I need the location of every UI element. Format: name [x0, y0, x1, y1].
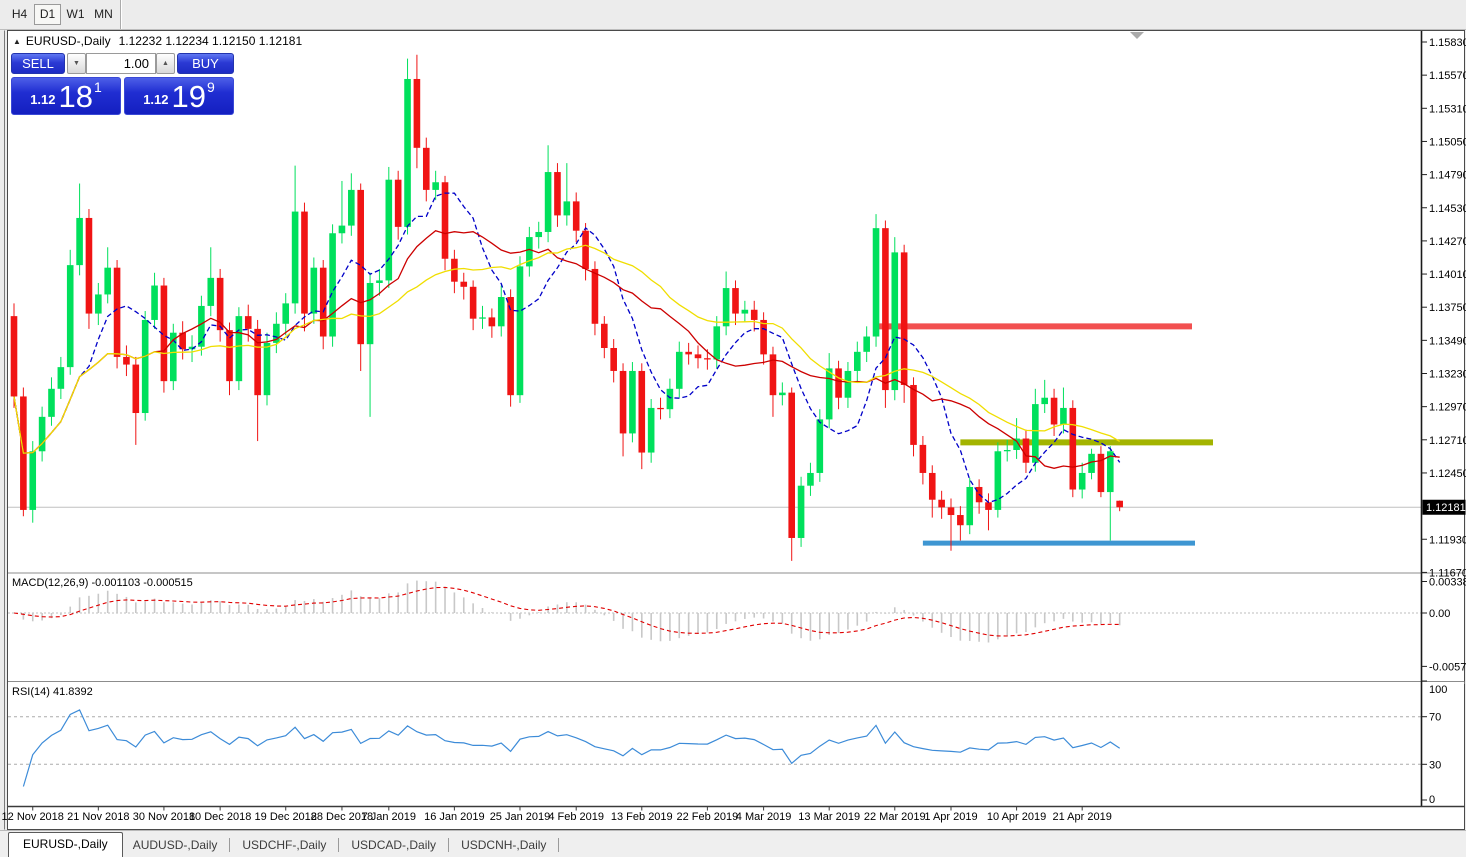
- symbol-tab-eurusd[interactable]: EURUSD-,Daily: [8, 832, 123, 857]
- candlesticks: [10, 54, 1123, 561]
- timeframe-button-mn[interactable]: MN: [90, 4, 117, 25]
- volume-increase-button[interactable]: ▲: [156, 53, 175, 74]
- svg-text:28 Dec 2018: 28 Dec 2018: [311, 811, 373, 823]
- current-price-badge: [1422, 499, 1466, 515]
- overlay-ma-slow: [13, 244, 1121, 454]
- volume-input[interactable]: [86, 53, 156, 74]
- chart-shift-marker-icon[interactable]: [1130, 32, 1144, 39]
- svg-text:1.14270: 1.14270: [1429, 236, 1466, 248]
- svg-text:1.14530: 1.14530: [1429, 203, 1466, 215]
- symbol-tab-audusd[interactable]: AUDUSD-,Daily: [132, 838, 218, 852]
- svg-text:0.003386: 0.003386: [1429, 577, 1466, 589]
- svg-text:30 Nov 2018: 30 Nov 2018: [133, 811, 195, 823]
- macd-indicator-label: MACD(12,26,9) -0.001103 -0.000515: [12, 577, 193, 589]
- svg-text:1.13750: 1.13750: [1429, 302, 1466, 314]
- symbol-tab-usdcad[interactable]: USDCAD-,Daily: [351, 838, 437, 852]
- timeframe-toolbar: H4 D1 W1 MN: [0, 0, 1466, 30]
- sell-price-prefix: 1.12: [30, 92, 56, 107]
- symbol-tab-usdchf[interactable]: USDCHF-,Daily: [242, 838, 327, 852]
- svg-text:7 Jan 2019: 7 Jan 2019: [362, 811, 416, 823]
- buy-price-prefix: 1.12: [143, 92, 169, 107]
- svg-text:1.11930: 1.11930: [1429, 534, 1466, 546]
- buy-button[interactable]: BUY: [177, 53, 234, 74]
- svg-text:70: 70: [1429, 712, 1441, 724]
- svg-text:10 Apr 2019: 10 Apr 2019: [987, 811, 1046, 823]
- svg-text:1.13490: 1.13490: [1429, 335, 1466, 347]
- overlay-ma-medium: [13, 229, 1120, 469]
- toolbar-separator: [120, 0, 122, 29]
- arrow-up-icon: ▲: [162, 60, 169, 67]
- rsi-indicator-label: RSI(14) 41.8392: [12, 686, 93, 698]
- svg-text:0.00: 0.00: [1429, 608, 1450, 620]
- sell-button[interactable]: SELL: [11, 53, 65, 74]
- volume-decrease-button[interactable]: ▼: [67, 53, 86, 74]
- svg-text:4 Feb 2019: 4 Feb 2019: [548, 811, 604, 823]
- buy-price-button[interactable]: 1.12 19 9: [124, 77, 234, 115]
- svg-text:4 Mar 2019: 4 Mar 2019: [736, 811, 792, 823]
- overlay-ma-fast: [13, 192, 1121, 504]
- svg-text:1 Apr 2019: 1 Apr 2019: [924, 811, 977, 823]
- sell-price-button[interactable]: 1.12 18 1: [11, 77, 121, 115]
- svg-text:22 Mar 2019: 22 Mar 2019: [864, 811, 926, 823]
- sell-price-big-digits: 18: [58, 79, 93, 114]
- symbol-tab-bar: EURUSD-,Daily AUDUSD-,Daily USDCHF-,Dail…: [0, 830, 1466, 857]
- svg-text:1.12450: 1.12450: [1429, 468, 1466, 480]
- macd-signal-line: [13, 586, 1120, 637]
- buy-price-pip-digit: 9: [207, 79, 215, 95]
- price-axis[interactable]: 1.15830 1.15570 1.15310 1.15050 1.14790 1.145…: [1421, 37, 1466, 579]
- svg-text:-0.00574: -0.00574: [1429, 661, 1466, 673]
- svg-text:22 Feb 2019: 22 Feb 2019: [676, 811, 738, 823]
- arrow-down-icon: ▼: [73, 60, 80, 67]
- buy-price-big-digits: 19: [171, 79, 206, 114]
- svg-text:100: 100: [1429, 684, 1447, 696]
- rsi-line: [22, 709, 1121, 787]
- sell-price-pip-digit: 1: [94, 79, 102, 95]
- svg-text:19 Dec 2018: 19 Dec 2018: [255, 811, 317, 823]
- tab-divider: [448, 838, 450, 852]
- svg-text:1.12970: 1.12970: [1429, 402, 1466, 414]
- svg-text:0: 0: [1429, 794, 1435, 806]
- tab-divider: [229, 838, 231, 852]
- svg-text:1.15310: 1.15310: [1429, 103, 1466, 115]
- svg-text:1.15830: 1.15830: [1429, 37, 1466, 49]
- tab-divider: [558, 838, 560, 852]
- macd-axis[interactable]: 0.003386 0.00 -0.00574: [1421, 577, 1466, 674]
- svg-text:1.15570: 1.15570: [1429, 70, 1466, 82]
- chart-title: ▲ EURUSD-,Daily 1.12232 1.12234 1.12150 1.…: [13, 34, 302, 48]
- svg-text:1.12710: 1.12710: [1429, 435, 1466, 447]
- svg-text:16 Jan 2019: 16 Jan 2019: [424, 811, 485, 823]
- svg-text:1.15050: 1.15050: [1429, 136, 1466, 148]
- svg-text:1.12181: 1.12181: [1426, 502, 1466, 514]
- one-click-trading-panel: SELL ▼ ▲ BUY 1.12 18 1 1.12 19 9: [8, 50, 234, 117]
- timeframe-button-d1[interactable]: D1: [34, 4, 61, 25]
- rsi-axis[interactable]: 100 70 30 0: [1421, 680, 1448, 806]
- svg-text:25 Jan 2019: 25 Jan 2019: [490, 811, 551, 823]
- chart-ohlc-values: 1.12232 1.12234 1.12150 1.12181: [118, 34, 303, 48]
- svg-text:12 Nov 2018: 12 Nov 2018: [2, 811, 64, 823]
- horizontal-ray-lines[interactable]: [876, 323, 1213, 546]
- svg-text:10 Dec 2018: 10 Dec 2018: [189, 811, 251, 823]
- svg-text:1.13230: 1.13230: [1429, 369, 1466, 381]
- svg-text:30: 30: [1429, 759, 1441, 771]
- chart-window-frame: [7, 30, 1465, 830]
- svg-text:1.14010: 1.14010: [1429, 269, 1466, 281]
- svg-text:1.14790: 1.14790: [1429, 170, 1466, 182]
- svg-text:13 Feb 2019: 13 Feb 2019: [611, 811, 673, 823]
- timeframe-button-w1[interactable]: W1: [62, 4, 89, 25]
- svg-text:13 Mar 2019: 13 Mar 2019: [798, 811, 860, 823]
- collapse-panel-icon[interactable]: ▲: [13, 37, 21, 46]
- svg-text:21 Nov 2018: 21 Nov 2018: [67, 811, 129, 823]
- svg-text:21 Apr 2019: 21 Apr 2019: [1053, 811, 1112, 823]
- symbol-tab-usdcnh[interactable]: USDCNH-,Daily: [461, 838, 547, 852]
- svg-text:1.11670: 1.11670: [1429, 567, 1466, 579]
- chart-symbol-label: EURUSD-,Daily: [25, 34, 111, 48]
- timeframe-button-h4[interactable]: H4: [6, 4, 33, 25]
- tab-divider: [338, 838, 340, 852]
